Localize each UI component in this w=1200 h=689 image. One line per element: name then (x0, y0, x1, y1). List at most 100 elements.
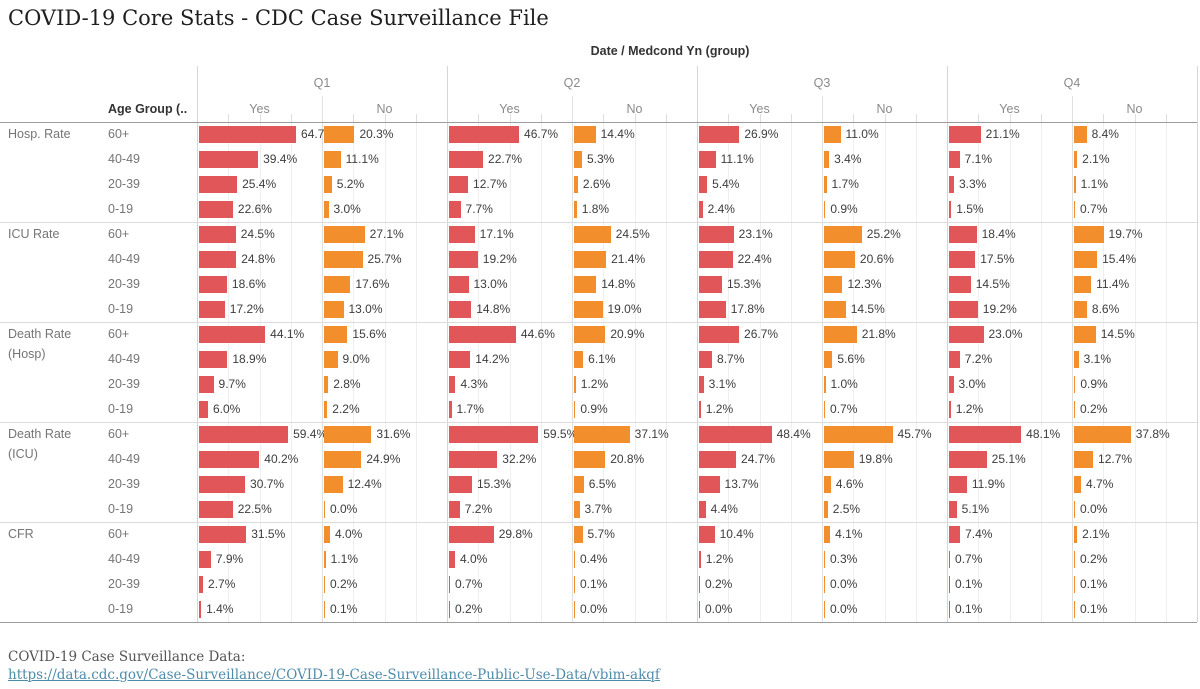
bar[interactable] (1074, 551, 1075, 568)
bar[interactable] (824, 601, 825, 618)
bar[interactable] (199, 476, 246, 493)
bar[interactable] (574, 201, 577, 218)
bar[interactable] (1074, 276, 1092, 293)
bar[interactable] (324, 551, 326, 568)
bar[interactable] (949, 476, 967, 493)
bar[interactable] (449, 301, 472, 318)
bar[interactable] (574, 426, 630, 443)
bar[interactable] (949, 601, 950, 618)
bar[interactable] (824, 451, 854, 468)
bar[interactable] (949, 426, 1022, 443)
bar[interactable] (824, 201, 826, 218)
bar[interactable] (1074, 151, 1078, 168)
bar[interactable] (949, 376, 954, 393)
bar[interactable] (324, 201, 329, 218)
bar[interactable] (699, 426, 772, 443)
bar[interactable] (574, 551, 575, 568)
bar[interactable] (199, 151, 259, 168)
bar[interactable] (324, 426, 372, 443)
bar[interactable] (449, 551, 455, 568)
bar[interactable] (324, 151, 341, 168)
bar[interactable] (574, 476, 584, 493)
bar[interactable] (449, 201, 461, 218)
bar[interactable] (449, 576, 451, 593)
bar[interactable] (824, 526, 831, 543)
bar[interactable] (449, 226, 475, 243)
bar[interactable] (1074, 526, 1078, 543)
bar[interactable] (699, 526, 715, 543)
bar[interactable] (1074, 251, 1098, 268)
bar[interactable] (449, 376, 456, 393)
bar[interactable] (699, 551, 701, 568)
bar[interactable] (574, 351, 584, 368)
bar[interactable] (949, 226, 977, 243)
bar[interactable] (699, 301, 726, 318)
bar[interactable] (324, 301, 344, 318)
bar[interactable] (699, 201, 703, 218)
bar[interactable] (699, 151, 716, 168)
bar[interactable] (824, 151, 830, 168)
bar[interactable] (699, 126, 740, 143)
bar[interactable] (949, 201, 952, 218)
bar[interactable] (824, 576, 825, 593)
bar[interactable] (949, 351, 960, 368)
bar[interactable] (449, 351, 471, 368)
data-source-link[interactable]: https://data.cdc.gov/Case-Surveillance/C… (8, 667, 660, 683)
bar[interactable] (949, 526, 961, 543)
bar[interactable] (324, 276, 351, 293)
bar[interactable] (699, 276, 722, 293)
bar[interactable] (824, 301, 846, 318)
bar[interactable] (199, 326, 266, 343)
bar[interactable] (199, 601, 202, 618)
bar[interactable] (574, 451, 606, 468)
bar[interactable] (199, 201, 233, 218)
bar[interactable] (1074, 451, 1094, 468)
bar[interactable] (324, 176, 332, 193)
bar[interactable] (699, 326, 740, 343)
bar[interactable] (699, 476, 720, 493)
bar[interactable] (574, 251, 607, 268)
bar[interactable] (324, 376, 329, 393)
bar[interactable] (1074, 601, 1075, 618)
bar[interactable] (574, 226, 611, 243)
bar[interactable] (199, 176, 238, 193)
bar[interactable] (824, 276, 843, 293)
bar[interactable] (449, 451, 498, 468)
bar[interactable] (699, 376, 704, 393)
bar[interactable] (199, 501, 233, 518)
bar[interactable] (449, 326, 516, 343)
bar[interactable] (949, 401, 951, 418)
bar[interactable] (574, 326, 606, 343)
bar[interactable] (574, 401, 576, 418)
bar[interactable] (199, 301, 225, 318)
bar[interactable] (324, 351, 338, 368)
bar[interactable] (824, 376, 826, 393)
bar[interactable] (449, 151, 484, 168)
bar[interactable] (199, 276, 227, 293)
bar[interactable] (574, 576, 575, 593)
bar[interactable] (824, 401, 826, 418)
bar[interactable] (949, 251, 976, 268)
bar[interactable] (949, 176, 954, 193)
bar[interactable] (324, 476, 343, 493)
bar[interactable] (1074, 476, 1082, 493)
bar[interactable] (949, 151, 960, 168)
bar[interactable] (324, 326, 348, 343)
bar[interactable] (1074, 376, 1076, 393)
bar[interactable] (574, 526, 583, 543)
bar[interactable] (949, 276, 971, 293)
bar[interactable] (699, 601, 700, 618)
bar[interactable] (199, 526, 247, 543)
bar[interactable] (699, 451, 737, 468)
bar[interactable] (949, 576, 950, 593)
bar[interactable] (449, 601, 450, 618)
bar[interactable] (324, 126, 355, 143)
bar[interactable] (949, 326, 984, 343)
bar[interactable] (1074, 226, 1104, 243)
bar[interactable] (574, 276, 597, 293)
bar[interactable] (824, 126, 841, 143)
bar[interactable] (449, 526, 494, 543)
bar[interactable] (574, 126, 596, 143)
bar[interactable] (449, 501, 460, 518)
bar[interactable] (699, 226, 734, 243)
